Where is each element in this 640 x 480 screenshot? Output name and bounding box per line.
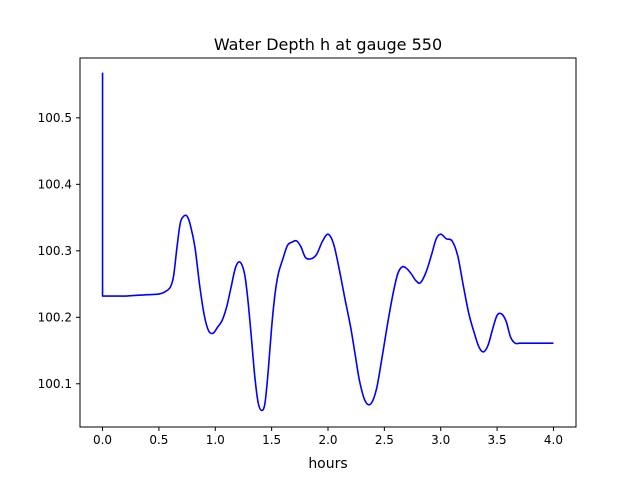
y-tick-label: 100.2	[38, 310, 72, 324]
y-axis-ticks: 100.1 100.2 100.3 100.4 100.5	[38, 111, 80, 391]
x-tick-label: 2.5	[375, 433, 394, 447]
x-tick-label: 1.0	[206, 433, 225, 447]
x-axis-ticks: 0.0 0.5 1.0 1.5 2.0 2.5 3.0 3.5 4.0	[93, 427, 563, 447]
x-tick-label: 4.0	[544, 433, 563, 447]
y-tick-label: 100.3	[38, 244, 72, 258]
x-axis-label: hours	[308, 456, 347, 472]
y-tick-label: 100.5	[38, 111, 72, 125]
x-tick-label: 3.5	[488, 433, 507, 447]
x-tick-label: 3.0	[431, 433, 450, 447]
y-tick-label: 100.1	[38, 377, 72, 391]
chart-title: Water Depth h at gauge 550	[214, 35, 442, 54]
x-tick-label: 2.0	[318, 433, 337, 447]
x-tick-label: 0.0	[93, 433, 112, 447]
x-tick-label: 1.5	[262, 433, 281, 447]
x-tick-label: 0.5	[149, 433, 168, 447]
series-line	[101, 72, 554, 412]
y-tick-label: 100.4	[38, 177, 72, 191]
